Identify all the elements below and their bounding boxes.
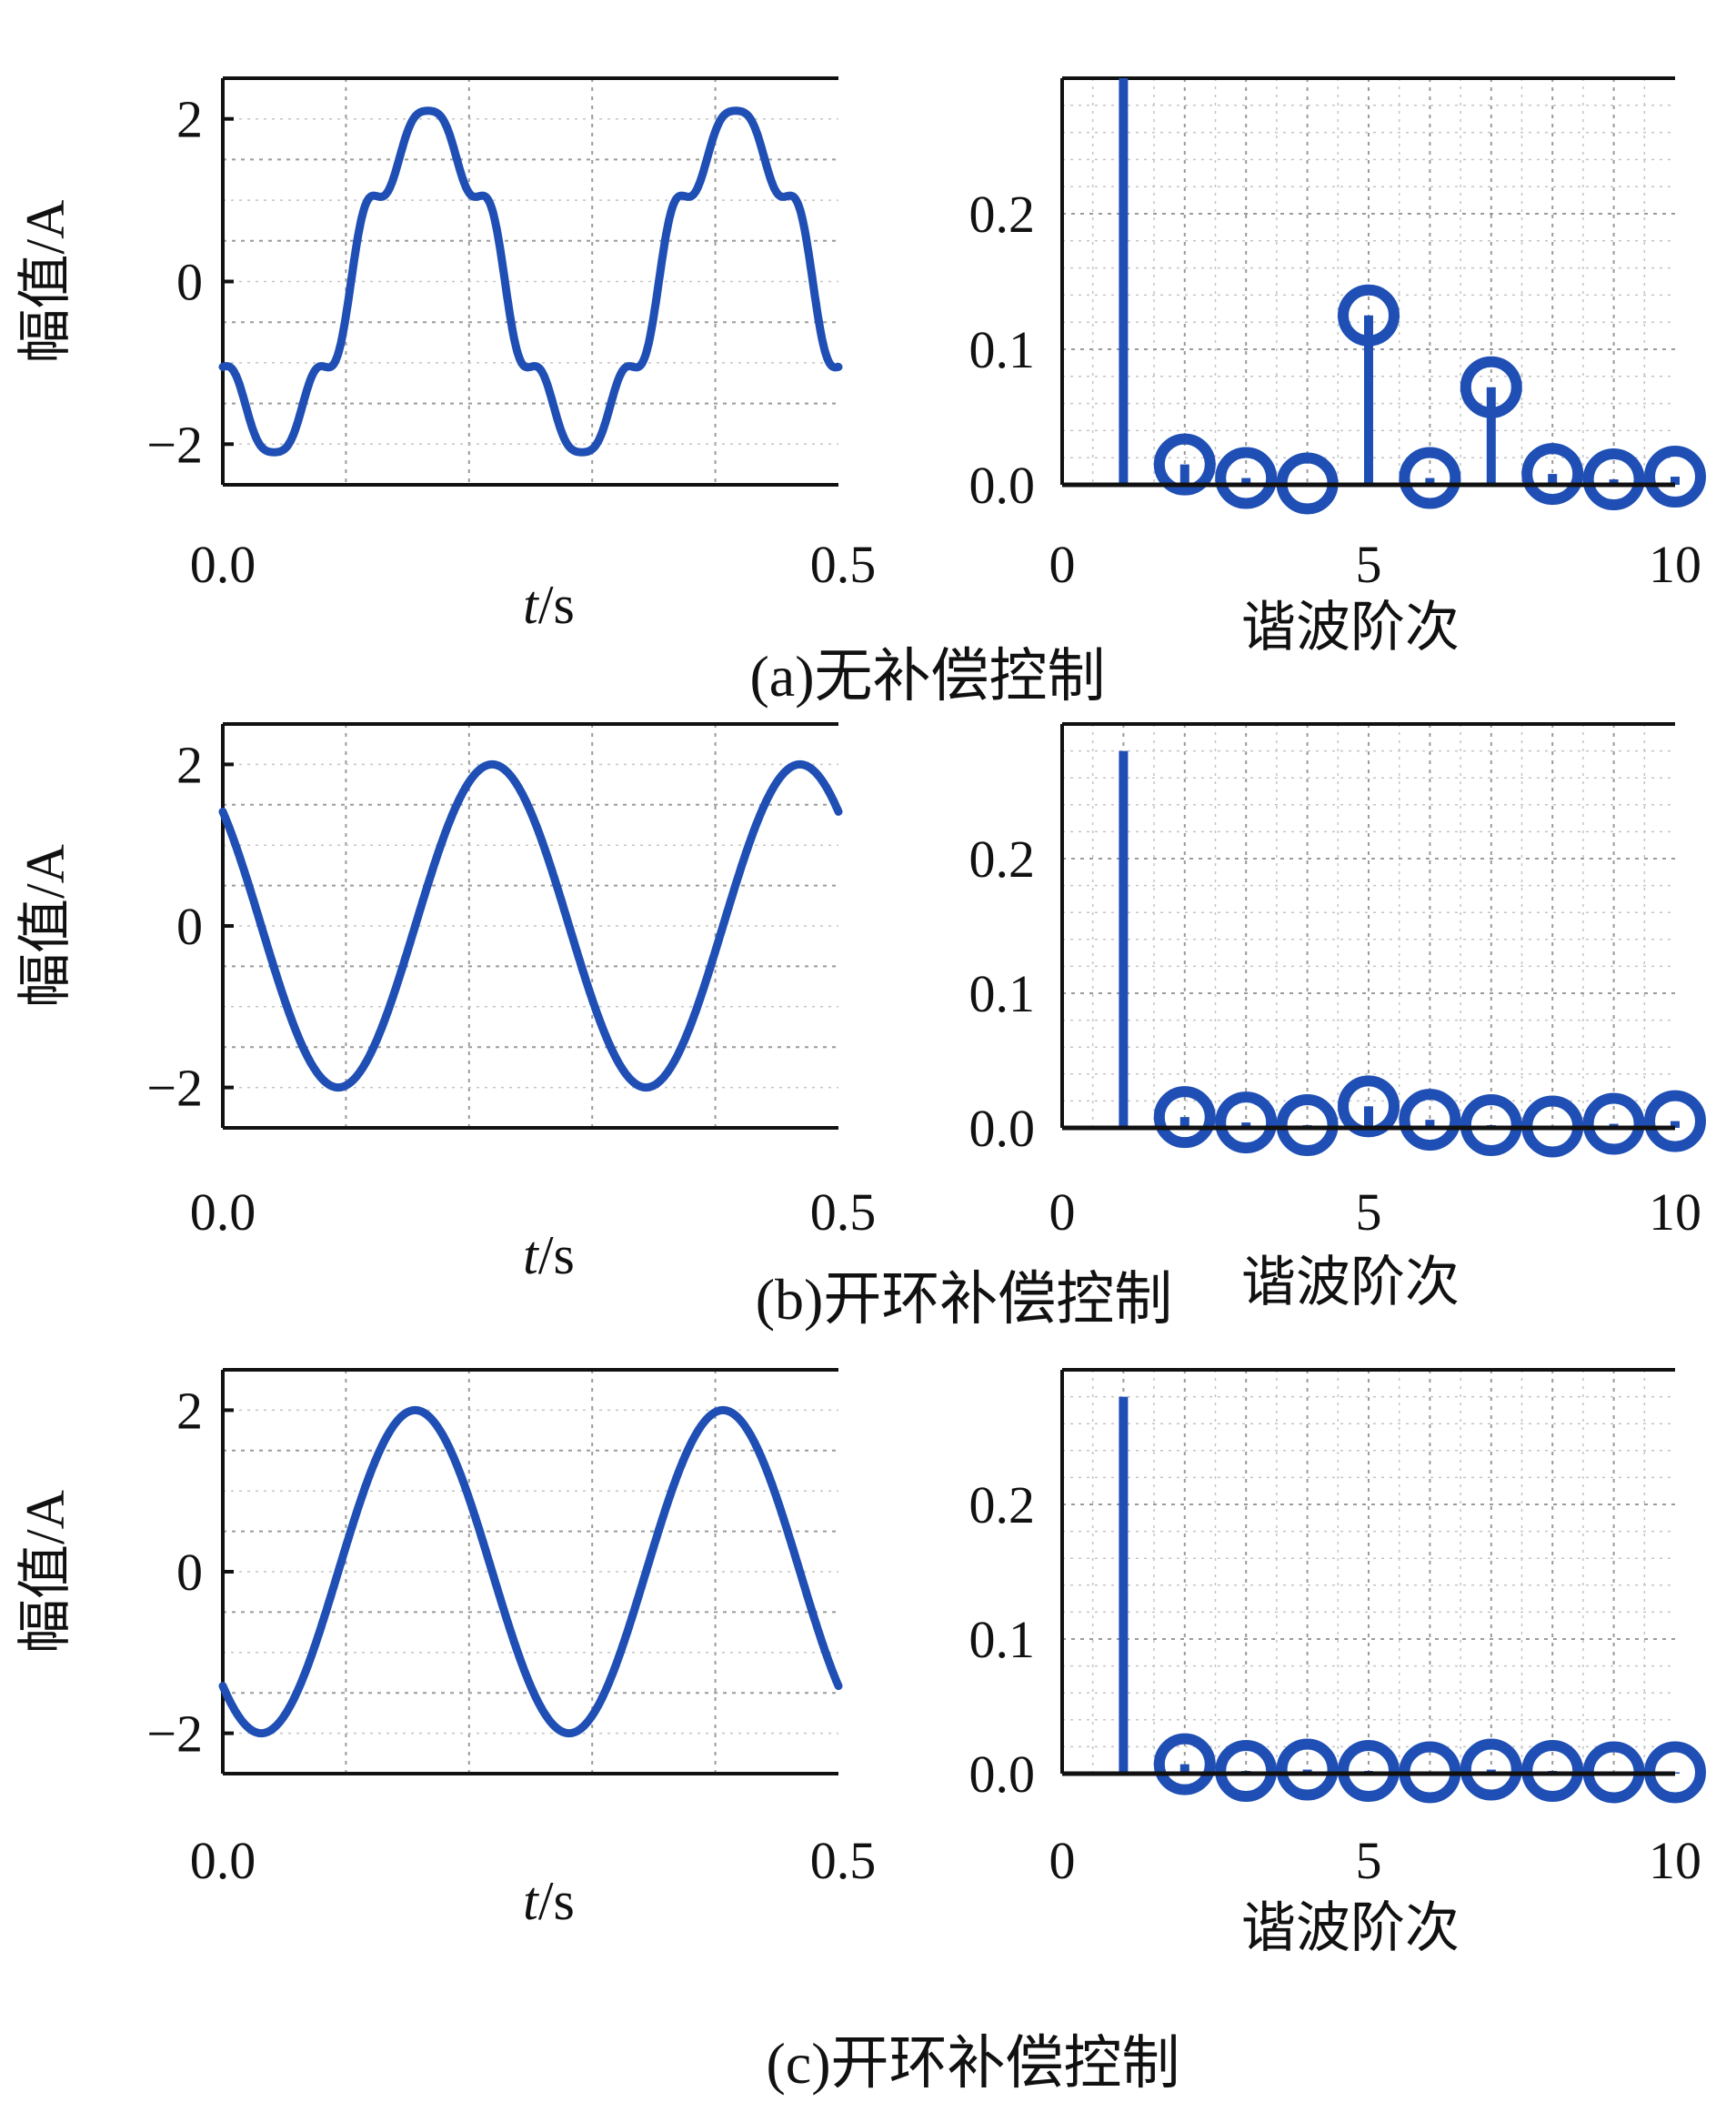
spectrum-y-tick-label: 0.2	[969, 1475, 1036, 1534]
waveform-x-tick-label: 0.5	[810, 1182, 877, 1242]
spectrum-stem-marker	[1460, 356, 1522, 418]
spectrum-stem-marker	[1399, 447, 1461, 509]
spectrum-x-axis-label: 谐波阶次	[1241, 1898, 1460, 1958]
waveform-chart-c: 2 0 −2 0.0 0.5 幅值/A t/s	[15, 1368, 877, 1931]
panel-caption-c: (c)开环补偿控制	[766, 2031, 1179, 2096]
waveform-y-tick-label: 0	[176, 1543, 203, 1602]
spectrum-stem-marker	[1153, 433, 1216, 496]
waveform-chart-b: 2 0 −2 0.0 0.5 幅值/A t/s	[15, 722, 877, 1285]
spectrum-stem-marker	[1153, 1086, 1216, 1149]
waveform-x-tick-label: 0.5	[810, 1831, 877, 1890]
waveform-y-axis-label: 幅值/A	[15, 200, 75, 364]
spectrum-stem-marker	[1521, 443, 1584, 506]
spectrum-x-tick-label: 5	[1356, 1182, 1382, 1242]
spectrum-y-tick-label: 0.1	[969, 320, 1036, 379]
waveform-x-tick-label: 0.5	[810, 535, 877, 594]
waveform-grid	[223, 724, 838, 1128]
spectrum-grid	[1062, 1370, 1675, 1774]
spectrum-stem-marker	[1215, 447, 1278, 509]
spectrum-chart-a: 0.2 0.1 0.00 5 10 谐波阶次	[969, 76, 1706, 658]
spectrum-x-axis-label: 谐波阶次	[1241, 598, 1460, 658]
spectrum-x-tick-label: 0	[1049, 535, 1076, 594]
waveform-y-tick-label: 2	[176, 90, 203, 149]
spectrum-y-tick-label: 0.0	[969, 1745, 1036, 1804]
spectrum-stem-marker	[1582, 448, 1645, 511]
spectrum-chart-b: 0.2 0.1 0.00 5 10 谐波阶次	[969, 722, 1706, 1312]
waveform-x-axis-label: t/s	[523, 1871, 575, 1931]
spectrum-stem-marker	[1276, 1094, 1339, 1157]
waveform-y-tick-label: 2	[176, 1381, 203, 1440]
spectrum-y-tick-label: 0.0	[969, 456, 1036, 515]
spectrum-x-tick-label: 0	[1049, 1182, 1076, 1242]
spectrum-stem-marker	[1521, 1740, 1584, 1803]
waveform-y-tick-label: −2	[146, 415, 203, 474]
panel-caption-b: (b)开环补偿控制	[756, 1267, 1173, 1332]
spectrum-grid	[1062, 724, 1675, 1128]
spectrum-y-tick-label: 0.2	[969, 830, 1036, 889]
spectrum-stem-marker	[1338, 1075, 1400, 1138]
spectrum-stem-marker	[1644, 1090, 1706, 1152]
spectrum-y-tick-label: 0.0	[969, 1099, 1036, 1158]
spectrum-x-tick-label: 0	[1049, 1831, 1076, 1890]
waveform-y-tick-label: −2	[146, 1705, 203, 1764]
waveform-y-tick-label: −2	[146, 1059, 203, 1118]
spectrum-chart-c: 0.2 0.1 0.00 5 10 谐波阶次	[969, 1368, 1706, 1958]
spectrum-stem-marker	[1582, 1092, 1645, 1155]
waveform-x-tick-label: 0.0	[190, 535, 256, 594]
spectrum-x-tick-label: 5	[1356, 1831, 1382, 1890]
waveform-series-line	[218, 759, 843, 1092]
spectrum-x-tick-label: 10	[1649, 535, 1701, 594]
waveform-y-tick-label: 0	[176, 253, 203, 312]
spectrum-stem-marker	[1215, 1740, 1278, 1803]
spectrum-stem-marker	[1338, 284, 1400, 347]
waveform-y-tick-label: 0	[176, 897, 203, 956]
panel-caption-a: (a)无补偿控制	[749, 644, 1105, 709]
spectrum-stem-marker	[1460, 1738, 1522, 1801]
spectrum-y-tick-label: 0.1	[969, 964, 1036, 1023]
spectrum-stem-marker	[1153, 1733, 1216, 1795]
spectrum-stem-marker	[1399, 1089, 1461, 1152]
spectrum-stem-marker	[1644, 446, 1706, 508]
spectrum-x-tick-label: 10	[1649, 1182, 1701, 1242]
waveform-x-axis-label: t/s	[523, 1225, 575, 1285]
spectrum-grid	[1062, 78, 1675, 485]
waveform-grid	[223, 78, 838, 485]
waveform-chart-a: 2 0 −2 0.0 0.5 幅值/A t/s	[15, 76, 877, 635]
waveform-y-tick-label: 2	[176, 735, 203, 794]
spectrum-stem-marker	[1215, 1091, 1278, 1154]
waveform-series-line	[218, 1405, 843, 1738]
spectrum-x-tick-label: 5	[1356, 535, 1382, 594]
waveform-series-line	[218, 106, 843, 457]
spectrum-stem-marker	[1338, 1740, 1400, 1803]
spectrum-stem-marker	[1276, 1738, 1339, 1801]
waveform-x-tick-label: 0.0	[190, 1831, 256, 1890]
waveform-x-tick-label: 0.0	[190, 1182, 256, 1242]
figure-root: 20−20.0 0.5幅值/At/s0.20.10.00 5 10谐波阶次(a)无补偿…	[15, 76, 1706, 2096]
spectrum-x-tick-label: 10	[1649, 1831, 1701, 1890]
waveform-x-axis-label: t/s	[523, 575, 575, 635]
spectrum-y-tick-label: 0.2	[969, 185, 1036, 244]
spectrum-x-axis-label: 谐波阶次	[1241, 1252, 1460, 1312]
waveform-y-axis-label: 幅值/A	[15, 1490, 75, 1654]
spectrum-y-tick-label: 0.1	[969, 1610, 1036, 1669]
waveform-y-axis-label: 幅值/A	[15, 844, 75, 1008]
spectrum-stem-marker	[1460, 1094, 1522, 1157]
